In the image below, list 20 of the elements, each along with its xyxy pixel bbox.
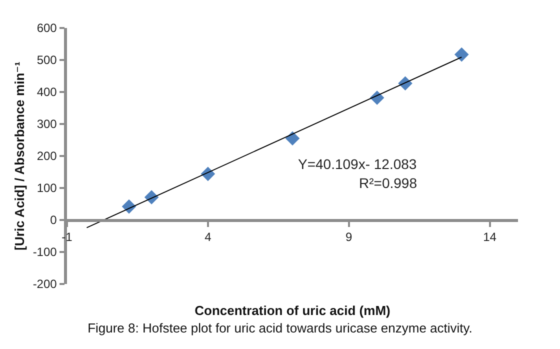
x-tick-label: 9	[346, 230, 353, 244]
x-tick-label: 4	[204, 230, 212, 244]
y-tick-label: 600	[36, 21, 58, 36]
x-tick-label: -1	[62, 230, 73, 244]
y-tick-label: 200	[36, 149, 58, 164]
point	[454, 47, 469, 62]
annotation: Y=40.109x- 12.083	[298, 156, 417, 172]
y-tick-label: -200	[32, 277, 58, 292]
y-axis-title: [Uric Acid] / Absorbance min⁻¹	[12, 62, 27, 250]
point	[285, 131, 300, 146]
y-tick-label: 300	[36, 117, 58, 132]
text: Figure 8: Hofstee plot for uric acid towards uricase enzyme activity.	[88, 320, 472, 336]
y-tick-label: 0	[50, 213, 58, 228]
y-tick-label: -100	[32, 245, 58, 260]
y-tick-label: 400	[36, 85, 58, 100]
x-axis-title: Concentration of uric acid (mM)	[194, 302, 390, 318]
y-tick-label: 500	[36, 53, 58, 68]
annotation: R²=0.998	[359, 175, 418, 191]
x-tick-label: 14	[483, 230, 497, 244]
y-tick-label: 100	[36, 181, 58, 196]
